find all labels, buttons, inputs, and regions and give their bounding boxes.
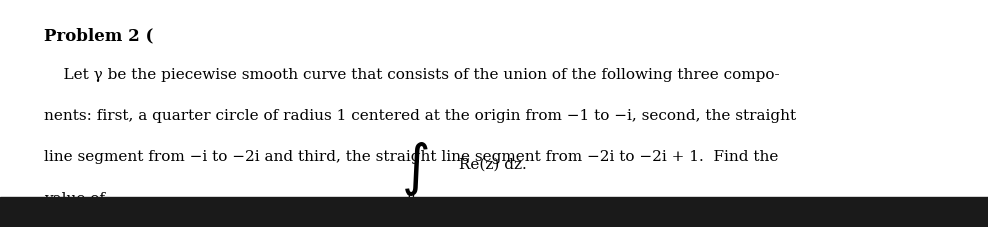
Text: value of: value of (44, 191, 105, 205)
Text: Let γ be the piecewise smooth curve that consists of the union of the following : Let γ be the piecewise smooth curve that… (44, 68, 780, 82)
Text: $\int$: $\int$ (401, 139, 429, 197)
Bar (0, 197, 988, 227)
Text: Re(z) dz.: Re(z) dz. (454, 156, 527, 170)
Text: line segment from −i to −2i and third, the straight line segment from −2i to −2i: line segment from −i to −2i and third, t… (44, 150, 779, 164)
Text: Problem 2 (: Problem 2 ( (44, 27, 154, 44)
Text: γ: γ (406, 190, 414, 205)
Text: nents: first, a quarter circle of radius 1 centered at the origin from −1 to −i,: nents: first, a quarter circle of radius… (44, 109, 797, 123)
